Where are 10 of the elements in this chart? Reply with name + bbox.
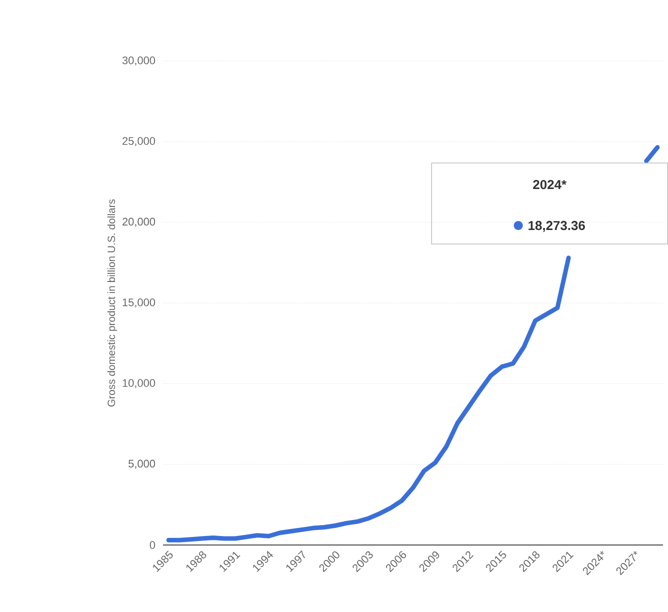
y-tick-label: 20,000 [122, 218, 156, 227]
y-axis-title: Gross domestic product in billion U.S. dollars [107, 199, 118, 407]
y-tick-label: 0 [150, 541, 156, 549]
annotation: 18,273.36 [528, 220, 585, 232]
y-tick-label: 5,000 [128, 460, 156, 469]
annotation: 2024* [533, 180, 567, 190]
y-tick-label: 25,000 [122, 137, 156, 146]
y-tick-label: 15,000 [122, 298, 156, 308]
y-tick-label: 10,000 [122, 379, 156, 388]
y-tick-label: 30,000 [122, 56, 156, 66]
